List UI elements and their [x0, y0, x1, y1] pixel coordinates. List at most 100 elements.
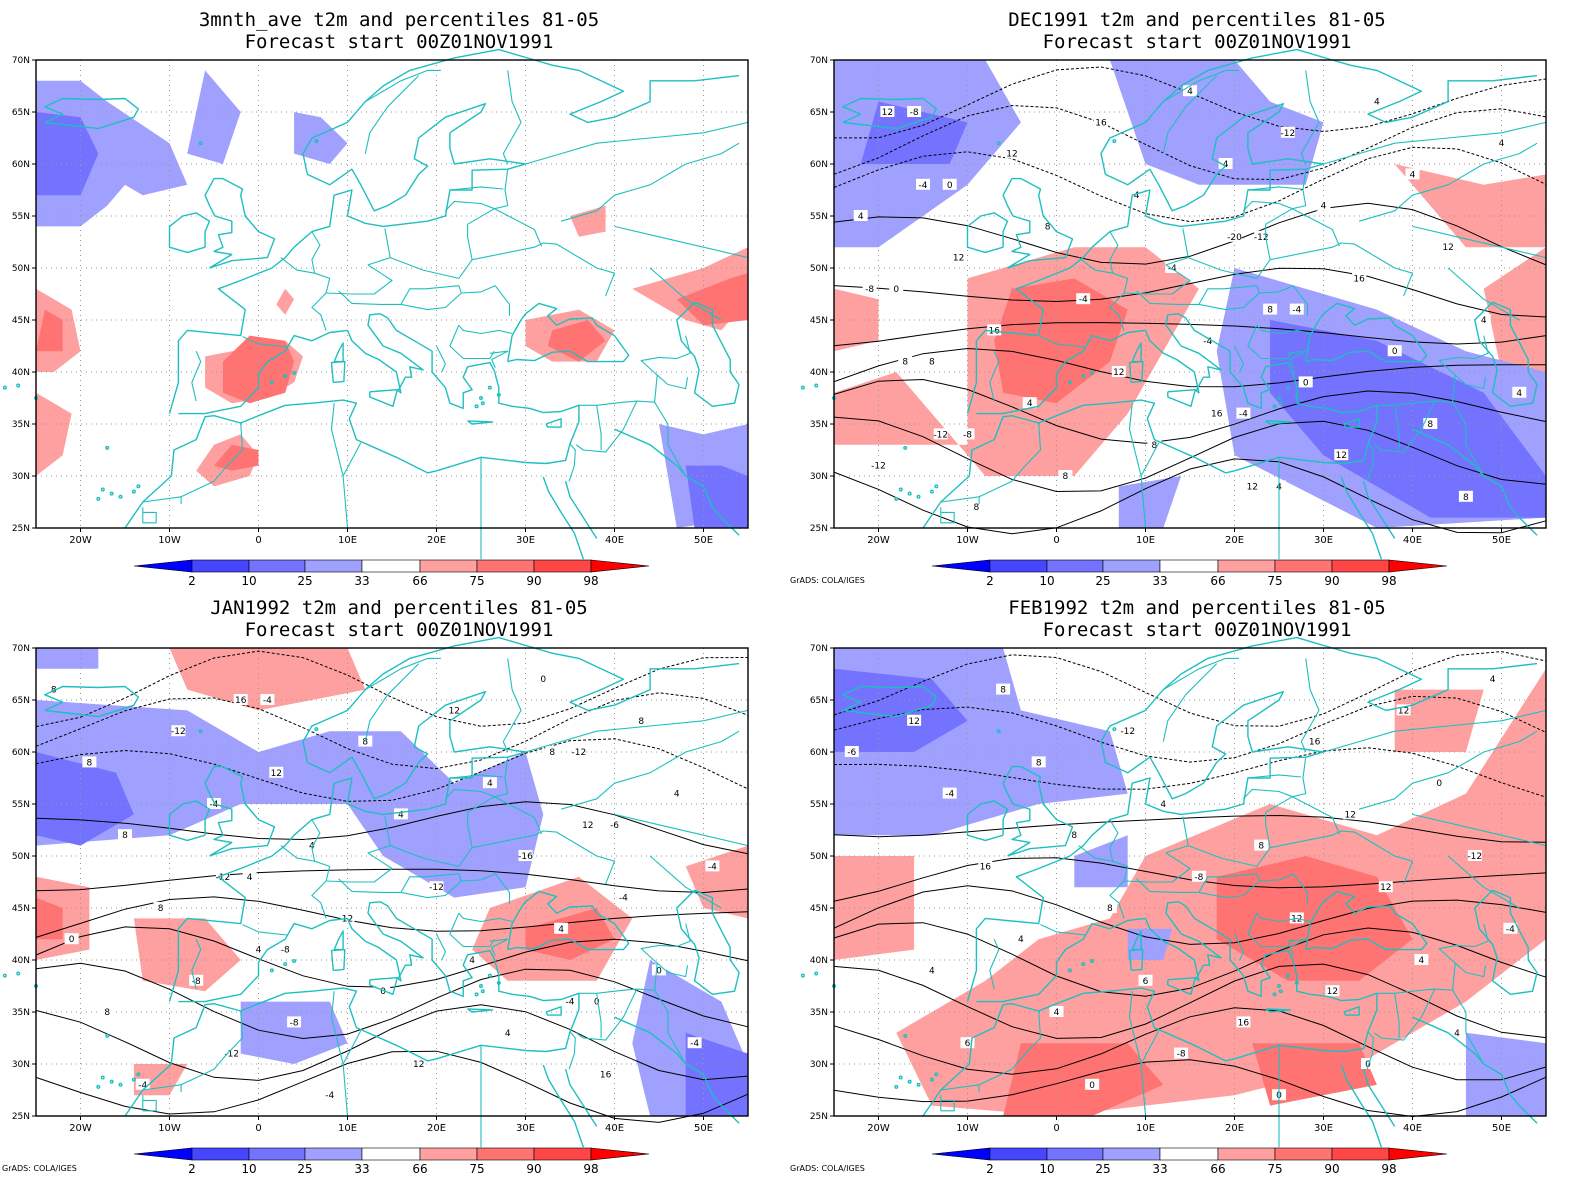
country-border	[364, 75, 420, 154]
contour-label-text: -12	[871, 462, 886, 472]
contour-label: -12	[215, 870, 230, 883]
colorbar: 2 10 25 33 66 75 90 98	[133, 559, 650, 588]
contour-label-bg	[242, 870, 257, 882]
contour-label-bg	[951, 251, 966, 263]
country-border	[989, 350, 1000, 402]
contour-label: 12	[880, 106, 895, 118]
contour-label: 16	[1209, 407, 1224, 420]
country-border	[1376, 944, 1458, 994]
contour-label-bg	[224, 1047, 239, 1059]
coastline	[168, 636, 740, 1002]
island	[479, 984, 484, 989]
country-border	[1265, 757, 1307, 813]
lat-label: 60N	[12, 160, 30, 170]
country-border	[1243, 788, 1293, 800]
contour-label-text: 8	[1045, 222, 1051, 232]
island	[1272, 992, 1277, 997]
lon-label: 10W	[158, 1123, 181, 1134]
contour-label-bg	[880, 106, 895, 117]
colorbar-segment	[1331, 1147, 1390, 1161]
colorbar-arrow-right	[1388, 559, 1448, 573]
contour-label: 8	[118, 829, 132, 841]
contour-label-text: 8	[1071, 831, 1077, 841]
lat-label: 35N	[12, 420, 30, 430]
contour-label: 4	[393, 808, 408, 820]
cold-anomaly-area	[240, 1001, 348, 1064]
contour-label-text: 12	[449, 706, 460, 716]
contour-label: -12	[224, 1047, 239, 1060]
contour-label: -12	[933, 428, 948, 440]
country-border	[1300, 70, 1320, 165]
lat-label: 25N	[12, 1112, 30, 1122]
map-frame	[35, 59, 749, 529]
island	[1278, 989, 1283, 994]
colorbar-label: 98	[583, 1162, 598, 1176]
colorbar-segment	[1046, 1147, 1104, 1161]
isotherm	[833, 922, 1547, 997]
contour-label: -4	[1236, 407, 1251, 420]
colorbar-arrow-right	[590, 1147, 650, 1161]
contour-label-bg	[518, 850, 533, 861]
lon-label: 40E	[1403, 1123, 1422, 1134]
contour-label-bg	[269, 766, 284, 778]
country-border	[489, 350, 509, 369]
country-border	[494, 796, 543, 835]
country-border	[649, 267, 722, 321]
colorbar-segment	[533, 1147, 592, 1161]
colorbar-label: 33	[1152, 574, 1167, 588]
contour-label-text: 8	[902, 358, 908, 368]
contour-label: -12	[1467, 850, 1482, 862]
contour-label-text: 4	[929, 966, 935, 976]
country-border	[280, 257, 331, 331]
contour-label-text: 12	[1006, 150, 1017, 160]
grid-lines	[834, 60, 1546, 528]
lon-label: 10E	[1136, 535, 1155, 546]
island	[1112, 727, 1117, 732]
country-border	[330, 991, 344, 1065]
contour-label-text: 4	[1499, 139, 1505, 149]
contour-label: 16	[598, 1068, 613, 1080]
lon-label: 40E	[1403, 535, 1422, 546]
grid-lines	[36, 60, 748, 528]
country-border	[471, 830, 616, 885]
contour-label: 4	[1013, 933, 1028, 945]
cold-anomaly-area	[107, 101, 188, 196]
island	[1277, 984, 1282, 989]
country-border	[596, 993, 602, 1038]
lon-label: 50E	[1492, 535, 1511, 546]
country-border	[311, 819, 321, 862]
country-border	[1040, 924, 1086, 936]
island	[198, 729, 203, 734]
country-border	[1234, 345, 1244, 373]
contour-label-bg	[1013, 933, 1028, 945]
contour-label-text: -12	[1467, 852, 1482, 862]
lat-label: 70N	[12, 644, 30, 654]
country-border	[1256, 912, 1311, 923]
contour-label-text: -12	[429, 883, 444, 893]
contour-label-text: 16	[1353, 274, 1365, 284]
contour-label: 4	[1129, 189, 1144, 201]
contour-label-text: -4	[690, 1039, 699, 1049]
map-figure: -8 -6 -4 0 4 -12 -12 4 -4 0 -8 -16 -12 4 8 4 -4 4 8 12 8 -12 8…	[2, 636, 749, 1176]
contour-label-bg	[916, 178, 930, 190]
contour-label-text: 12	[413, 1060, 424, 1070]
contour-label: 8	[1254, 839, 1269, 852]
lon-label: 40E	[605, 535, 624, 546]
colorbar-segment	[304, 559, 363, 573]
contour-label-bg	[1387, 345, 1402, 357]
contour-label-bg	[215, 870, 230, 882]
isotherm	[35, 868, 749, 894]
coastline	[966, 48, 1538, 414]
contour-label: 12	[1378, 881, 1393, 893]
lat-label: 55N	[12, 800, 30, 810]
cold-anomaly-area	[1074, 835, 1128, 888]
contour-label-text: 4	[505, 1029, 511, 1039]
warm-anomaly-area	[1394, 689, 1484, 752]
country-border	[614, 225, 749, 259]
lon-label: 20W	[69, 1123, 92, 1134]
contour-label-bg	[942, 787, 957, 799]
colorbar-label: 66	[1210, 1162, 1225, 1176]
country-border	[654, 401, 687, 477]
country-border	[449, 912, 495, 948]
contour-label: -4	[616, 891, 631, 904]
